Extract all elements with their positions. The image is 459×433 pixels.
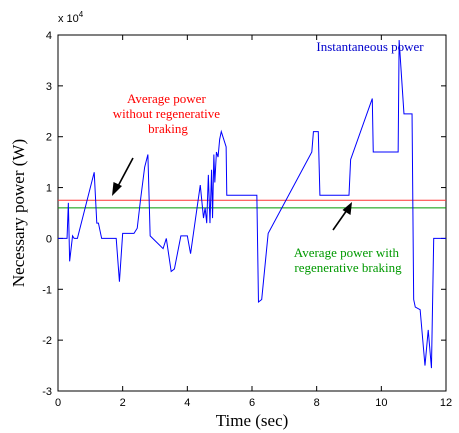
arrow-avg-without	[112, 157, 134, 196]
x-tick-label: 0	[55, 397, 61, 409]
y-axis-label: Necessary power (W)	[9, 139, 28, 287]
x-tick-label: 2	[120, 397, 126, 409]
x-axis-label: Time (sec)	[216, 411, 289, 430]
y-tick-label: 3	[46, 81, 52, 93]
series-line-instantaneous-power	[58, 40, 446, 369]
y-tick-label: 4	[46, 30, 52, 42]
x-tick-label: 4	[184, 397, 190, 409]
arrow-avg-with	[332, 202, 352, 231]
y-tick-label: -3	[42, 386, 52, 398]
x-tick-label: 12	[440, 397, 452, 409]
y-multiplier: x 104	[58, 10, 84, 25]
x-tick-label: 6	[249, 397, 255, 409]
y-tick-label: -1	[42, 284, 52, 296]
x-tick-label: 8	[314, 397, 320, 409]
y-tick-label: 0	[46, 233, 52, 245]
annotation-avg-with: Average power with regenerative braking	[294, 245, 402, 275]
y-tick-label: 1	[46, 183, 52, 195]
series-group	[58, 40, 446, 369]
plot-area	[57, 34, 447, 392]
x-tick-label: 10	[375, 397, 387, 409]
annotation-instantaneous: Instantaneous power	[316, 39, 424, 54]
y-tick-label: 2	[46, 132, 52, 144]
annotation-avg-without: Average power without regenerative braki…	[113, 91, 223, 136]
y-tick-label: -2	[42, 335, 52, 347]
